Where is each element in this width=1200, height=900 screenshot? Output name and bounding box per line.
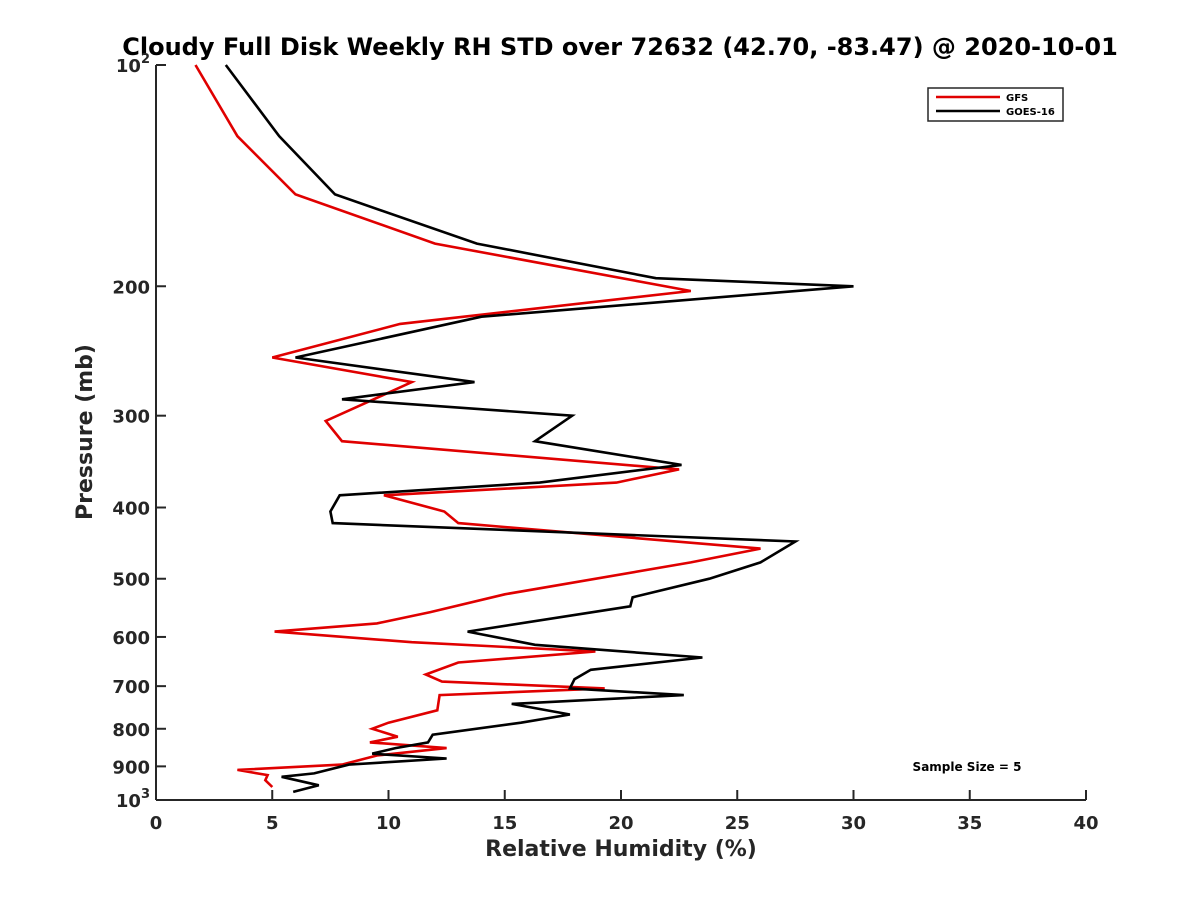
x-tick-label: 10 <box>376 813 401 834</box>
y-tick-label: 700 <box>112 677 150 698</box>
legend-box <box>927 87 1064 122</box>
y-tick-label: 600 <box>112 628 150 649</box>
x-tick-label: 20 <box>608 813 633 834</box>
x-tick-label: 0 <box>150 813 163 834</box>
legend-label-goes16: GOES-16 <box>1006 107 1055 118</box>
x-axis-ticks: 0 5 10 15 20 25 30 35 40 <box>150 790 1099 834</box>
y-tick-label: 400 <box>112 499 150 520</box>
legend-label-gfs: GFS <box>1006 93 1028 104</box>
plot-area: 0 5 10 15 20 25 30 35 40 102 200 300 400 500 600 700 80… <box>112 52 1098 834</box>
legend: GFS GOES-16 <box>927 87 1064 122</box>
chart-title: Cloudy Full Disk Weekly RH STD over 7263… <box>122 33 1118 61</box>
y-tick-label: 300 <box>112 407 150 428</box>
sample-size-annotation: Sample Size = 5 <box>913 760 1022 774</box>
y-axis-ticks: 102 200 300 400 500 600 700 800 900 103 <box>112 52 166 812</box>
y-axis-label: Pressure (mb) <box>73 344 98 520</box>
x-tick-label: 40 <box>1073 813 1098 834</box>
series-layer <box>194 64 854 794</box>
y-tick-label: 800 <box>112 720 150 741</box>
x-tick-label: 35 <box>957 813 982 834</box>
y-tick-label: 102 <box>116 52 150 77</box>
x-tick-label: 25 <box>725 813 750 834</box>
x-tick-label: 30 <box>841 813 866 834</box>
y-tick-label: 103 <box>116 787 150 812</box>
x-tick-label: 15 <box>492 813 517 834</box>
x-tick-label: 5 <box>266 813 279 834</box>
y-tick-label: 200 <box>112 277 150 298</box>
y-tick-label: 500 <box>112 570 150 591</box>
series-line-goes16 <box>224 64 854 794</box>
x-axis-label: Relative Humidity (%) <box>485 837 757 862</box>
y-tick-label: 900 <box>112 757 150 778</box>
